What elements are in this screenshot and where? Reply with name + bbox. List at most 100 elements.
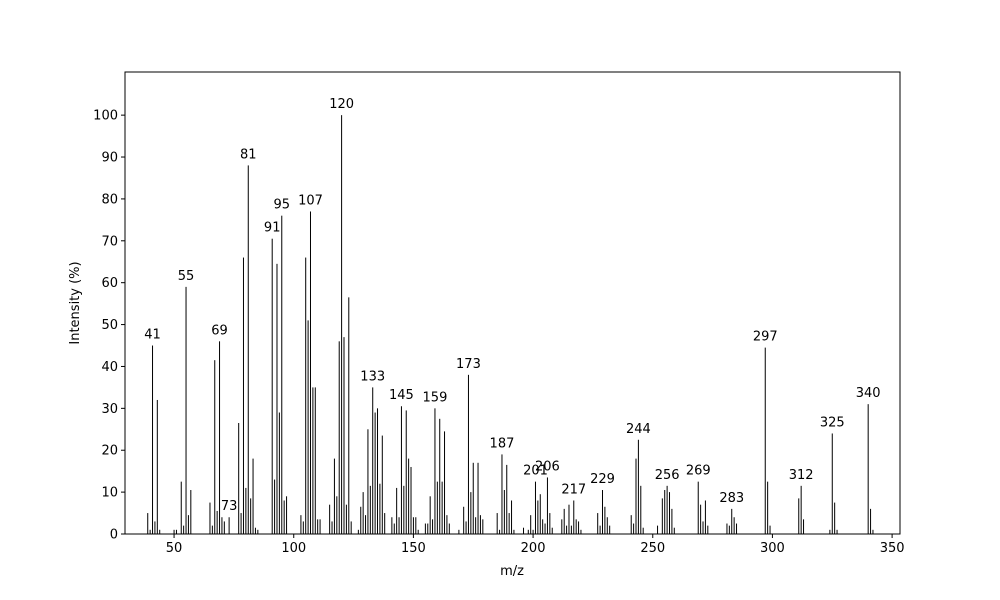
peak — [333, 458, 335, 534]
y-tick-label: 50 — [101, 318, 118, 333]
peak — [305, 257, 307, 534]
peak — [702, 521, 704, 534]
peak — [374, 412, 376, 534]
peak-label: 244 — [626, 422, 651, 437]
peak — [458, 529, 460, 534]
peak — [769, 525, 771, 534]
peak — [448, 523, 450, 534]
peak — [566, 525, 568, 534]
peak-label: 283 — [719, 491, 744, 506]
peak — [527, 529, 529, 534]
peak-label: 217 — [561, 482, 586, 497]
peak — [609, 525, 611, 534]
peak — [319, 519, 321, 534]
peak — [412, 517, 414, 534]
x-axis-label: m/z — [500, 564, 524, 579]
x-tick-label: 200 — [521, 541, 546, 556]
y-tick-label: 90 — [101, 151, 118, 166]
peak — [357, 529, 359, 534]
peak — [343, 337, 345, 534]
peak — [836, 529, 838, 534]
peak — [467, 374, 469, 534]
peak-label: 256 — [655, 468, 680, 483]
peak — [242, 257, 244, 534]
peak — [252, 458, 254, 534]
peak — [673, 527, 675, 534]
peak — [472, 462, 474, 534]
peak — [190, 490, 192, 534]
peak — [381, 435, 383, 534]
peak — [697, 481, 699, 534]
peak — [391, 517, 393, 534]
peak — [767, 481, 769, 534]
peak — [470, 492, 472, 534]
peak — [360, 506, 362, 534]
peak — [219, 341, 221, 534]
x-tick-label: 250 — [640, 541, 665, 556]
peak — [312, 387, 314, 534]
peak — [240, 513, 242, 534]
peak — [537, 500, 539, 534]
peak — [379, 483, 381, 534]
peak-label: 107 — [298, 193, 323, 208]
peak — [534, 481, 536, 534]
y-tick-label: 20 — [101, 444, 118, 459]
peak — [635, 458, 637, 534]
peak — [367, 429, 369, 534]
peak — [396, 487, 398, 534]
peak — [365, 515, 367, 534]
peak — [276, 263, 278, 534]
peak — [707, 525, 709, 534]
peak — [563, 508, 565, 534]
peak — [175, 529, 177, 534]
peak-label: 187 — [490, 436, 515, 451]
peak — [575, 519, 577, 534]
peak — [152, 345, 154, 534]
peak-label: 69 — [211, 323, 228, 338]
peak — [408, 458, 410, 534]
peak — [403, 485, 405, 534]
peak — [384, 513, 386, 534]
peak — [429, 496, 431, 534]
peak — [831, 433, 833, 534]
peak — [185, 286, 187, 534]
peak — [513, 529, 515, 534]
peak-label: 133 — [360, 369, 385, 384]
peak — [329, 504, 331, 534]
peak — [539, 494, 541, 534]
peak — [417, 529, 419, 534]
peak — [475, 517, 477, 534]
peak — [733, 517, 735, 534]
peak — [532, 529, 534, 534]
peak — [283, 500, 285, 534]
peak — [309, 211, 311, 534]
peak — [479, 515, 481, 534]
y-tick-label: 80 — [101, 192, 118, 207]
peak — [159, 529, 161, 534]
peak-label: 145 — [389, 388, 414, 403]
plot-frame — [124, 71, 901, 535]
peak-label: 95 — [273, 198, 290, 213]
peak — [633, 523, 635, 534]
peak — [549, 513, 551, 534]
peak — [228, 517, 230, 534]
peak — [465, 521, 467, 534]
peak — [247, 165, 249, 534]
peak — [427, 523, 429, 534]
peak-label: 173 — [456, 357, 481, 372]
peak — [506, 464, 508, 534]
peak — [834, 502, 836, 534]
peak — [173, 529, 175, 534]
peak — [271, 238, 273, 534]
peak — [393, 523, 395, 534]
y-axis-label: Intensity (%) — [68, 261, 83, 344]
peak — [154, 521, 156, 534]
peak — [434, 408, 436, 534]
peak-label: 206 — [535, 459, 560, 474]
y-tick-label: 0 — [110, 528, 118, 543]
peak-label: 312 — [789, 468, 814, 483]
peak — [300, 515, 302, 534]
peak — [257, 529, 259, 534]
peak-label: 325 — [820, 415, 845, 430]
peak — [180, 481, 182, 534]
